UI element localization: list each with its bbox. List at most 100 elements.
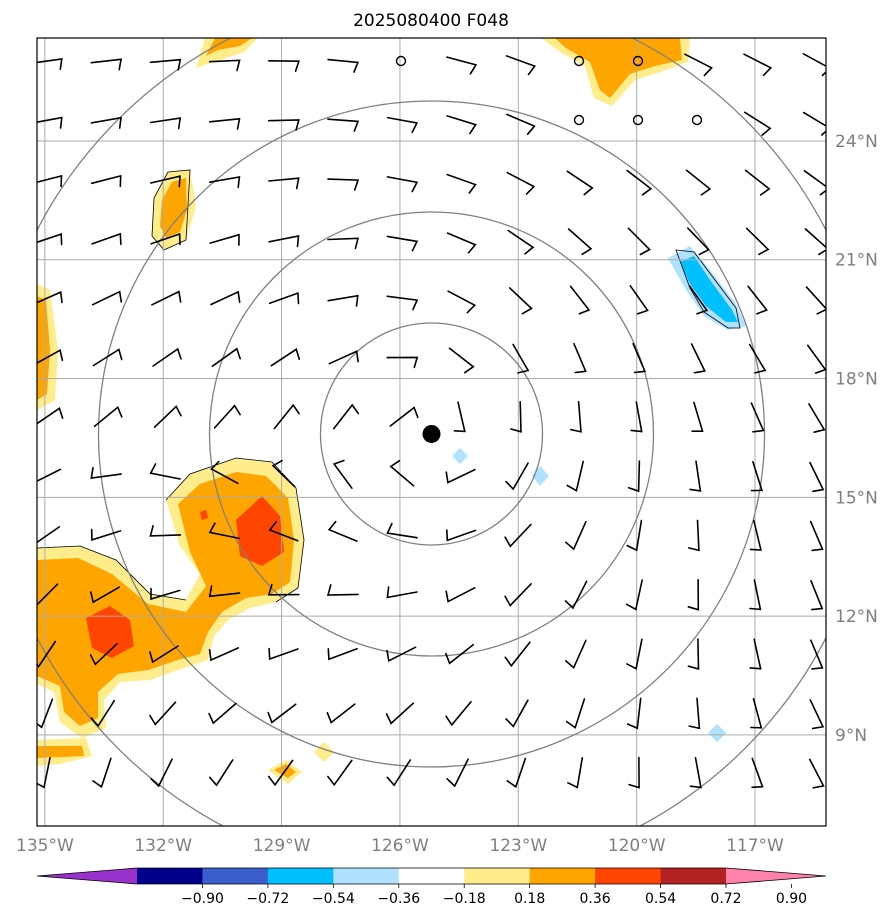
colorbar-level-label: 0.72 (710, 891, 741, 907)
shade-neg-3 (708, 724, 726, 742)
shade-south-edge-inner (37, 746, 84, 758)
wind-barb (385, 702, 415, 725)
wind-barb (447, 290, 477, 314)
colorbar-outline (36, 867, 827, 885)
wind-barb (150, 175, 181, 188)
wind-barb (565, 698, 586, 729)
wind-barb (327, 178, 360, 191)
calm-circles (395, 55, 703, 126)
wind-barb (805, 286, 826, 315)
wind-barb (326, 584, 359, 596)
wind-barb (92, 757, 112, 789)
wind-barb (446, 173, 477, 194)
wind-barb (566, 460, 584, 492)
lat-tick-label: 18°N (835, 370, 878, 390)
wind-barb (446, 115, 477, 135)
colorbar-level-label: −0.72 (246, 891, 289, 907)
colorbar-swatch (529, 868, 596, 884)
lat-tick-label: 24°N (835, 132, 878, 152)
range-ring (208, 211, 655, 657)
wind-barb (37, 583, 59, 606)
wind-barb (567, 757, 584, 789)
wind-barb (565, 639, 587, 670)
wind-barb (445, 587, 476, 603)
wind-barb (90, 116, 122, 129)
wind-barb (210, 290, 241, 306)
wind-barb (446, 232, 477, 254)
wind-barb (268, 521, 299, 542)
wind-barb (37, 757, 51, 789)
range-ring (319, 322, 544, 546)
wind-barb (749, 520, 762, 551)
wind-barb (689, 460, 702, 492)
wind-barb (90, 174, 122, 188)
wind-barb (750, 461, 763, 492)
wind-barb (151, 290, 182, 306)
wind-barb (632, 342, 647, 374)
shade-sw-core-2 (86, 606, 134, 658)
wind-barb (37, 698, 54, 729)
lon-tick-label: 132°W (134, 836, 192, 856)
wind-barb (389, 459, 415, 487)
wind-barb (448, 347, 475, 374)
wind-barb (273, 403, 300, 430)
wind-barb (149, 525, 182, 537)
wind-barb (504, 641, 531, 668)
wind-barb (389, 406, 419, 427)
colorbar-swatch (398, 868, 465, 884)
wind-barb (743, 53, 773, 77)
wind-barb (91, 232, 122, 246)
shade-sw-core-1 (236, 496, 284, 566)
wind-barb (445, 468, 476, 484)
wind-barb (37, 468, 62, 482)
wind-barb (327, 520, 358, 542)
wind-barb (505, 55, 536, 76)
map-plot-area (37, 38, 826, 826)
wind-barb (748, 343, 767, 374)
wind-barb (149, 645, 179, 664)
wind-barb (749, 579, 762, 611)
lat-tick-label: 12°N (835, 607, 878, 627)
shade-sw-inner (37, 472, 294, 726)
wind-barb (685, 169, 712, 196)
wind-barb (507, 229, 535, 255)
wind-barb (749, 638, 762, 670)
wind-barb (150, 232, 181, 246)
wind-barb (808, 758, 825, 789)
wind-barb (446, 758, 469, 788)
wind-barb (267, 584, 300, 596)
wind-barb (627, 460, 641, 493)
gridlines (37, 38, 826, 826)
wind-barb (91, 290, 123, 306)
wind-barb (208, 59, 241, 72)
wind-barb (208, 117, 241, 130)
wind-barb (208, 702, 237, 725)
wind-barb (327, 118, 360, 132)
wind-barb (271, 459, 296, 488)
wind-barb (747, 285, 768, 315)
wind-barb (208, 585, 241, 598)
lon-tick-label: 117°W (726, 836, 784, 856)
wind-barb (150, 587, 181, 601)
wind-barb (810, 580, 824, 611)
colorbar-level-label: 0.54 (645, 891, 676, 907)
wind-barb (150, 758, 173, 788)
wind-barb (750, 698, 763, 729)
wind-barb (688, 697, 701, 730)
wind-barb (625, 579, 643, 611)
wind-barb (505, 699, 529, 728)
wind-barb (149, 58, 182, 71)
shade-top-right-inner (555, 38, 682, 98)
colorbar-level-label: −0.54 (312, 891, 355, 907)
colorbar-level-label: −0.90 (181, 891, 224, 907)
wind-barb (267, 759, 294, 787)
wind-barb (386, 116, 419, 134)
wind-barb (332, 459, 353, 489)
wind-barb (626, 638, 643, 670)
range-rings (37, 38, 826, 826)
colorbar-level-label: 0.36 (580, 891, 611, 907)
wind-barb (506, 113, 536, 135)
wind-barb (90, 467, 122, 480)
wind-barb (37, 407, 64, 425)
wind-barb (802, 53, 826, 77)
